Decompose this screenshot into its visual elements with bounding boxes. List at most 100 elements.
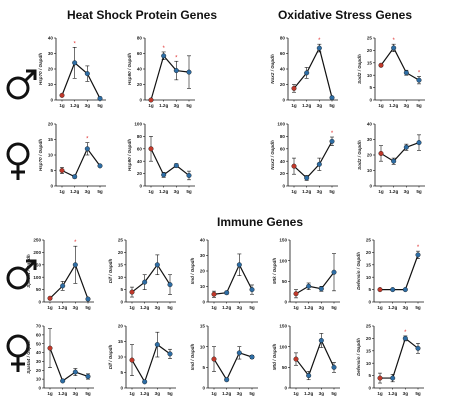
male-ring	[6, 76, 30, 100]
data-point	[390, 287, 396, 293]
y-tick-label: 15	[118, 339, 124, 344]
data-point	[85, 373, 91, 379]
y-tick-label: 40	[200, 238, 206, 243]
data-point	[306, 283, 312, 289]
data-point	[415, 252, 421, 258]
y-tick-label: 40	[48, 36, 54, 41]
x-tick-label: 3g	[403, 391, 409, 396]
male-arrow-head	[26, 259, 37, 270]
y-tick-label: 50	[282, 365, 288, 370]
significance-star: *	[417, 245, 420, 251]
y-tick-label: 20	[280, 82, 286, 87]
y-tick-label: 0	[368, 386, 371, 391]
x-tick-label: 1g	[291, 103, 297, 108]
y-tick-label: 0	[284, 300, 287, 305]
x-tick-label: 1g	[129, 305, 135, 310]
y-tick-label: 0	[202, 300, 205, 305]
y-tick-label: 20	[366, 250, 372, 255]
x-tick-label: 5g	[97, 103, 103, 108]
x-tick-label: 1.2g	[222, 391, 231, 396]
chart-panels: 0 10 20 30 40 Hsp70 / Gapdh 1g 1.2g 3g 5g * 0 20 40 60…	[26, 36, 425, 396]
y-tick-label: 25	[118, 238, 124, 243]
data-point	[129, 289, 135, 295]
x-tick-label: 1.2g	[389, 189, 398, 194]
y-axis-label: Imd / Gapdh	[190, 258, 195, 285]
series-line	[150, 148, 190, 176]
y-tick-label: 0	[50, 98, 53, 103]
x-tick-label: 1.2g	[70, 189, 79, 194]
data-point	[316, 161, 322, 167]
data-point	[416, 140, 422, 146]
x-tick-label: 5g	[331, 391, 337, 396]
data-point	[97, 163, 103, 169]
y-tick-label: 20	[137, 82, 143, 87]
chart-panel-nox2-2: 0 20 40 60 80 Nox2 / Gapdh 1g 1.2g 3g 5g *	[270, 36, 338, 108]
x-tick-label: 3g	[73, 391, 79, 396]
y-axis-label: Nox2 / Gapdh	[270, 140, 275, 170]
data-point	[318, 337, 324, 343]
y-tick-label: 5	[50, 168, 53, 173]
y-tick-label: 0	[38, 300, 41, 305]
y-tick-label: 20	[118, 324, 124, 329]
data-point	[142, 379, 148, 385]
y-axis-label: Hsp90 / Gapdh	[127, 53, 132, 85]
x-tick-label: 1.2g	[222, 305, 231, 310]
data-point	[154, 342, 160, 348]
data-point	[47, 345, 53, 351]
data-point	[331, 269, 337, 275]
data-point	[377, 375, 383, 381]
x-tick-label: 1g	[211, 391, 217, 396]
data-point	[167, 282, 173, 288]
data-point	[378, 150, 384, 156]
y-tick-label: 0	[369, 98, 372, 103]
y-tick-label: 0	[139, 184, 142, 189]
y-axis-label: Defensin / Gapdh	[356, 338, 361, 376]
significance-star: *	[73, 41, 76, 47]
x-tick-label: 5g	[186, 103, 192, 108]
chart-panel-dlf-9: 0 5 10 15 20 25 Dlf / Gapdh 1g 1.2g 3g 5g	[108, 238, 176, 310]
immune-heading: Immune Genes	[217, 215, 303, 229]
series-line	[150, 54, 190, 101]
chart-panel-defensin-12: 0 5 10 15 20 25 Defensin / Gapdh 1g 1.2g 3g 5g *	[356, 238, 424, 310]
data-point	[72, 60, 78, 66]
y-tick-label: 15	[118, 262, 124, 267]
female-ring	[6, 142, 30, 166]
data-point	[47, 295, 53, 301]
data-point	[304, 70, 310, 76]
y-tick-label: 5	[120, 370, 123, 375]
data-point	[72, 174, 78, 180]
data-point	[97, 95, 103, 101]
x-tick-label: 1g	[293, 305, 299, 310]
y-tick-label: 60	[137, 51, 143, 56]
x-tick-label: 1g	[47, 305, 53, 310]
y-tick-label: 50	[282, 279, 288, 284]
y-axis-label: Sod2 / Gapdh	[357, 54, 362, 84]
heat-shock-heading: Heat Shock Protein Genes	[67, 8, 217, 22]
x-tick-label: 3g	[174, 189, 180, 194]
y-tick-label: 15	[200, 324, 206, 329]
y-tick-label: 20	[366, 336, 372, 341]
male-arrow-shaft	[23, 260, 36, 273]
x-tick-label: 3g	[404, 189, 410, 194]
y-tick-label: 15	[366, 262, 372, 267]
significance-star: *	[162, 46, 165, 52]
x-tick-label: 1g	[148, 103, 154, 108]
data-point	[293, 356, 299, 362]
x-tick-label: 3g	[155, 391, 161, 396]
x-tick-label: 3g	[237, 305, 243, 310]
x-tick-label: 5g	[249, 391, 255, 396]
x-tick-label: 5g	[415, 305, 421, 310]
x-tick-label: 1.2g	[304, 305, 313, 310]
chart-panel-hsp70-0: 0 10 20 30 40 Hsp70 / Gapdh 1g 1.2g 3g 5g *	[38, 36, 106, 108]
y-tick-label: 10	[48, 153, 54, 158]
male-symbol-icon	[6, 259, 37, 290]
y-tick-label: 5	[368, 287, 371, 292]
oxidative-stress-heading: Oxidative Stress Genes	[278, 8, 412, 22]
data-point	[331, 364, 337, 370]
significance-star: *	[331, 131, 334, 137]
y-tick-label: 10	[48, 82, 54, 87]
y-tick-label: 0	[369, 184, 372, 189]
x-tick-label: 5g	[97, 189, 103, 194]
male-ring	[6, 266, 30, 290]
y-axis-label: Mtd / Gapdh	[272, 344, 277, 371]
